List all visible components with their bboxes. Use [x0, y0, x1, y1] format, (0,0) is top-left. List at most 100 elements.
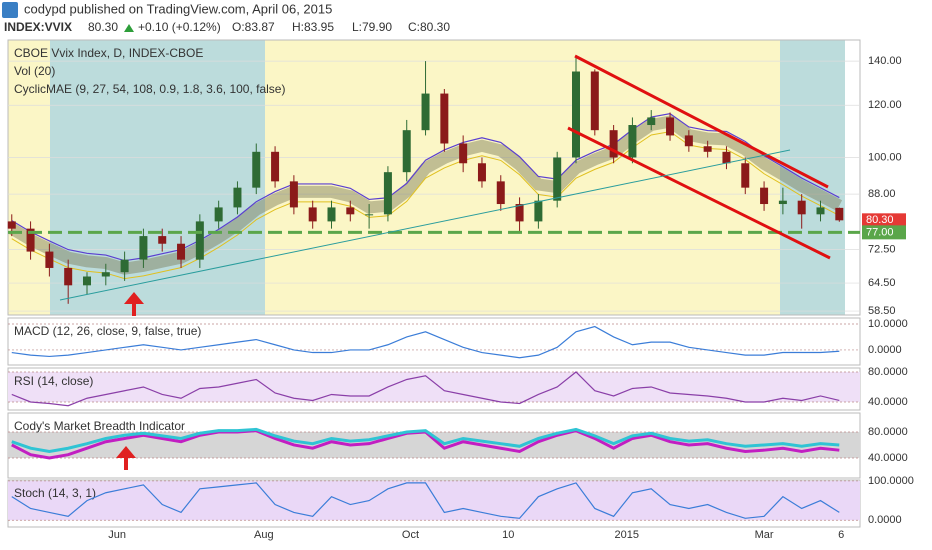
- candle-body: [158, 236, 167, 244]
- y-tick-label: 80.0000: [868, 366, 908, 378]
- candle-body: [778, 200, 787, 205]
- x-tick-label: 6: [838, 529, 844, 541]
- candle-body: [666, 117, 675, 136]
- candle-body: [383, 172, 392, 215]
- y-tick-label: 40.0000: [868, 396, 908, 408]
- header-bg: [0, 0, 932, 38]
- y-tick-label: 140.00: [868, 55, 902, 67]
- indicator-line: [11, 427, 840, 454]
- candle-body: [177, 243, 186, 260]
- candle-body: [496, 181, 505, 205]
- candle-body: [440, 93, 449, 144]
- candle-body: [609, 130, 618, 158]
- x-tick-label: Oct: [402, 529, 419, 541]
- open: O:83.87: [232, 20, 275, 34]
- candle-body: [647, 117, 656, 126]
- candle-body: [64, 267, 73, 286]
- indicator-band: [8, 371, 860, 402]
- candle-body: [515, 204, 524, 222]
- price-tag-label: 80.30: [866, 214, 894, 226]
- candle-body: [346, 207, 355, 215]
- band-yellow: [8, 40, 50, 315]
- band-teal: [50, 40, 265, 315]
- y-tick-label: 72.50: [868, 244, 896, 256]
- y-tick-label: 0.0000: [868, 514, 902, 526]
- candle-body: [590, 71, 599, 131]
- indicator-line: [11, 482, 840, 519]
- candle-body: [289, 181, 298, 208]
- candle-body: [308, 207, 317, 222]
- candle-body: [327, 207, 336, 222]
- indicator-band: [8, 480, 860, 521]
- y-tick-label: 10.0000: [868, 318, 908, 330]
- y-tick-label: 64.50: [868, 277, 896, 289]
- x-tick-label: 10: [502, 529, 514, 541]
- candle-body: [722, 151, 731, 164]
- close: C:80.30: [408, 20, 450, 34]
- candle-body: [82, 276, 91, 286]
- panel-title: Cody's Market Breadth Indicator: [14, 419, 185, 433]
- trend-line: [59, 149, 791, 301]
- price-tag: [862, 213, 906, 228]
- candle-body: [7, 221, 16, 229]
- y-tick-label: 80.0000: [868, 426, 908, 438]
- candle-body: [120, 259, 129, 273]
- candle-body: [459, 143, 468, 164]
- panel-frame: [7, 39, 861, 316]
- y-tick-label: 100.0000: [868, 475, 914, 487]
- high: H:83.95: [292, 20, 334, 34]
- x-tick-label: Aug: [254, 529, 274, 541]
- panel-title: CBOE Vvix Index, D, INDEX-CBOE: [14, 46, 203, 60]
- candle-body: [271, 151, 280, 182]
- candle-body: [760, 187, 769, 205]
- arrow-up: [116, 446, 136, 470]
- candle-body: [139, 236, 148, 260]
- candle-body: [195, 221, 204, 260]
- avatar: [2, 2, 18, 18]
- candle-body: [477, 163, 486, 182]
- y-tick-label: 100.00: [868, 151, 902, 163]
- y-tick-label: 40.0000: [868, 452, 908, 464]
- candle-body: [816, 207, 825, 215]
- candle-body: [45, 251, 54, 268]
- symbol: INDEX:VVIX: [4, 20, 72, 34]
- y-tick-label: 120.00: [868, 99, 902, 111]
- candle-body: [684, 135, 693, 147]
- candle-body: [214, 207, 223, 222]
- y-tick-label: 88.00: [868, 188, 896, 200]
- candle-body: [534, 200, 543, 222]
- indicator-line: [11, 371, 840, 407]
- channel-line: [574, 54, 829, 189]
- panel-frame: [7, 317, 861, 366]
- x-tick-label: 2015: [615, 529, 639, 541]
- candle-body: [835, 207, 844, 221]
- author-line: codypd published on TradingView.com, Apr…: [24, 1, 332, 16]
- indicator-label: CyclicMAE (9, 27, 54, 108, 0.9, 1.8, 3.6…: [14, 82, 285, 96]
- x-tick-label: Jun: [108, 529, 126, 541]
- candle-body: [233, 187, 242, 208]
- candle-body: [572, 71, 580, 158]
- indicator-label: Vol (20): [14, 64, 55, 78]
- x-tick-label: Mar: [755, 529, 774, 541]
- arrow-up: [124, 292, 144, 316]
- candle-body: [402, 130, 411, 173]
- panel-title: MACD (12, 26, close, 9, false, true): [14, 324, 201, 338]
- indicator-line: [11, 325, 840, 359]
- candle-body: [252, 151, 261, 188]
- channel-line: [567, 126, 831, 260]
- candle-body: [553, 157, 562, 201]
- candle-body: [703, 146, 712, 152]
- ma-line: [11, 131, 840, 280]
- candle-body: [797, 200, 806, 215]
- panel-title: Stoch (14, 3, 1): [14, 486, 96, 500]
- change: +0.10 (+0.12%): [138, 20, 221, 34]
- candle-body: [628, 125, 637, 158]
- price: 80.30: [88, 20, 118, 34]
- low: L:79.90: [352, 20, 392, 34]
- ma-band: [8, 115, 843, 275]
- candle-body: [101, 272, 110, 277]
- panel-title: RSI (14, close): [14, 374, 93, 388]
- y-tick-label: 58.50: [868, 305, 896, 317]
- candle-body: [421, 93, 430, 131]
